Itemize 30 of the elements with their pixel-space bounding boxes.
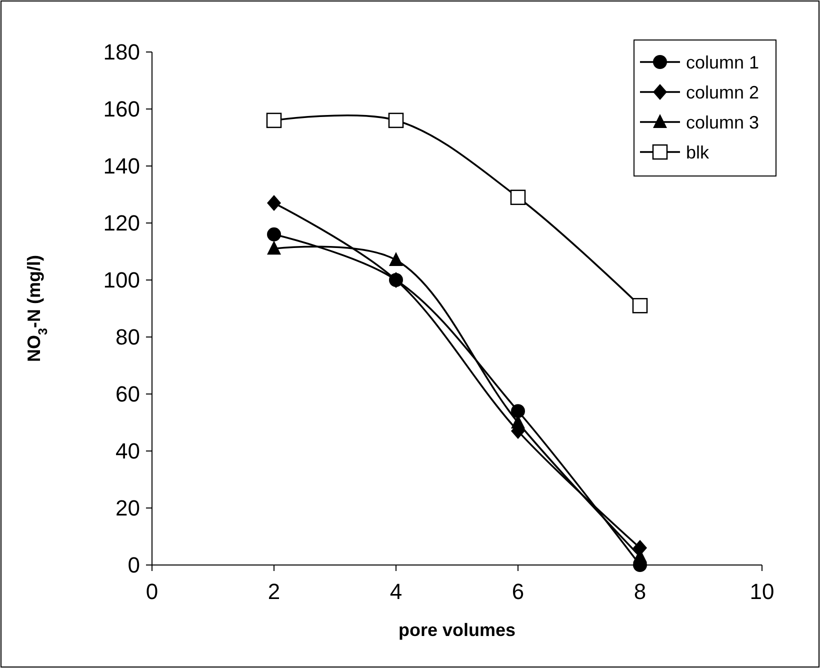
y-tick-label: 100 [103,268,140,293]
y-tick-label: 80 [116,324,140,350]
legend-label: column 1 [686,52,760,72]
x-axis-title: pore volumes [398,620,516,640]
x-tick-label: 10 [750,579,774,604]
point [266,112,282,128]
legend-label: column 2 [686,82,760,102]
point [389,252,403,266]
y-tick-label: 140 [103,154,140,179]
point [632,298,648,314]
y-tick-label: 0 [128,552,140,578]
x-tick-label: 0 [146,579,158,604]
x-tick-label: 8 [634,579,646,604]
x-tick-label: 4 [390,579,402,604]
point [510,190,526,205]
y-tick-label: 120 [103,210,140,236]
y-tick-label: 40 [116,438,140,464]
point [267,227,281,242]
legend-label: column 3 [686,112,760,132]
point [388,112,404,128]
y-tick-label: 160 [103,96,140,122]
point [267,240,281,255]
y-tick-label: 60 [116,382,140,407]
y-tick-label: 180 [103,40,140,65]
point [267,195,281,212]
x-tick-label: 2 [268,579,280,604]
y-tick-label: 20 [116,496,140,521]
point [511,404,525,418]
legend-label: blk [686,142,710,162]
x-tick-label: 6 [512,579,524,604]
